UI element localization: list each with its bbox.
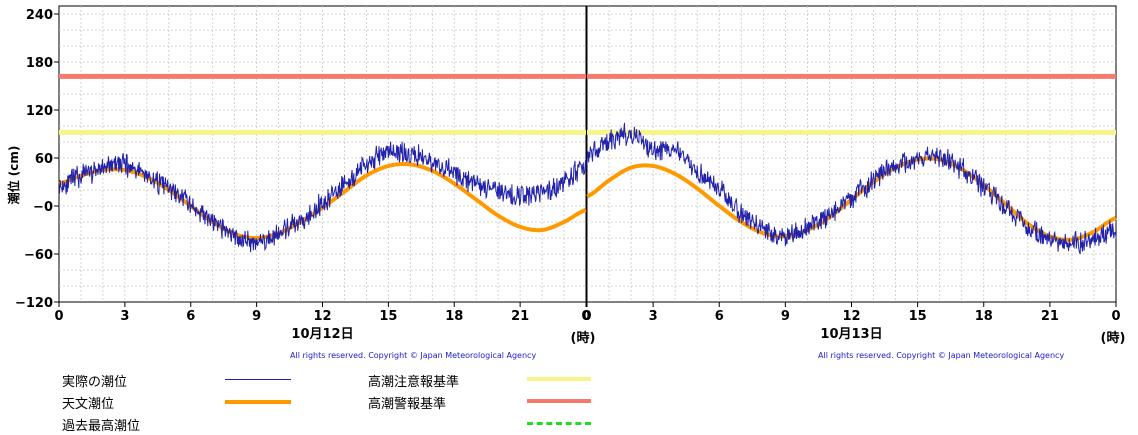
legend-actual-line bbox=[225, 379, 291, 380]
hour-unit-label: (時) bbox=[571, 330, 596, 346]
x-tick-label: 3 bbox=[649, 309, 658, 324]
y-tick-label: 240 bbox=[26, 8, 53, 23]
x-tick-label: 21 bbox=[511, 309, 529, 324]
date-label: 10月12日 bbox=[291, 327, 353, 342]
x-tick-label: 3 bbox=[120, 309, 129, 324]
legend-warning-label: 高潮警報基準 bbox=[368, 397, 447, 412]
y-tick-label: 180 bbox=[26, 56, 53, 71]
legend-actual-label: 実際の潮位 bbox=[62, 375, 128, 390]
y-tick-label: −60 bbox=[24, 248, 53, 263]
copyright-text: All rights reserved. Copyright © Japan M… bbox=[818, 351, 1064, 360]
tide-chart: 潮位 (cm) 0 3 6 9 12 15 18 21 0 10月12日 (時) All rights… bbox=[6, 5, 1126, 360]
x-tick-label: 0 bbox=[581, 309, 590, 324]
legend-astro-line bbox=[225, 400, 291, 404]
y-tick-label: −120 bbox=[15, 296, 53, 311]
x-tick-label: 12 bbox=[842, 309, 860, 324]
panel-oct12: 0 3 6 9 12 15 18 21 0 10月12日 (時) All rights reserve… bbox=[15, 5, 596, 360]
x-tick-label: 0 bbox=[54, 309, 63, 324]
panel-oct13: 0 3 6 9 12 15 18 21 0 10月13日 (時) All rights reserve… bbox=[582, 5, 1126, 360]
legend: 実際の潮位 天文潮位 過去最高潮位 高潮注意報基準 高潮警報基準 bbox=[0, 368, 700, 434]
series-observed-tide bbox=[586, 122, 1117, 255]
x-tick-label: 18 bbox=[975, 309, 993, 324]
x-tick-label: 0 bbox=[1111, 309, 1120, 324]
legend-warning-line bbox=[527, 399, 591, 403]
x-tick-label: 15 bbox=[909, 309, 927, 324]
legend-advisory-line bbox=[527, 377, 591, 381]
x-tick-label: 15 bbox=[379, 309, 397, 324]
x-tick-label: 21 bbox=[1041, 309, 1059, 324]
y-tick-label: −0 bbox=[33, 200, 53, 215]
x-tick-label: 12 bbox=[313, 309, 331, 324]
y-axis-label: 潮位 (cm) bbox=[6, 146, 21, 205]
legend-astro-label: 天文潮位 bbox=[62, 397, 115, 412]
x-tick-label: 6 bbox=[186, 309, 195, 324]
copyright-text: All rights reserved. Copyright © Japan M… bbox=[290, 351, 536, 360]
x-tick-label: 9 bbox=[252, 309, 261, 324]
x-tick-label: 0 bbox=[582, 309, 591, 324]
legend-advisory-label: 高潮注意報基準 bbox=[368, 375, 460, 390]
legend-record-line bbox=[527, 422, 591, 425]
x-tick-label: 9 bbox=[781, 309, 790, 324]
y-tick-label: 120 bbox=[26, 104, 53, 119]
date-label: 10月13日 bbox=[820, 327, 882, 342]
x-tick-label: 6 bbox=[715, 309, 724, 324]
x-tick-label: 18 bbox=[445, 309, 463, 324]
series-observed-tide bbox=[58, 141, 587, 253]
legend-record-label: 過去最高潮位 bbox=[62, 419, 141, 434]
y-tick-label: 60 bbox=[35, 152, 53, 167]
hour-unit-label: (時) bbox=[1101, 330, 1126, 346]
